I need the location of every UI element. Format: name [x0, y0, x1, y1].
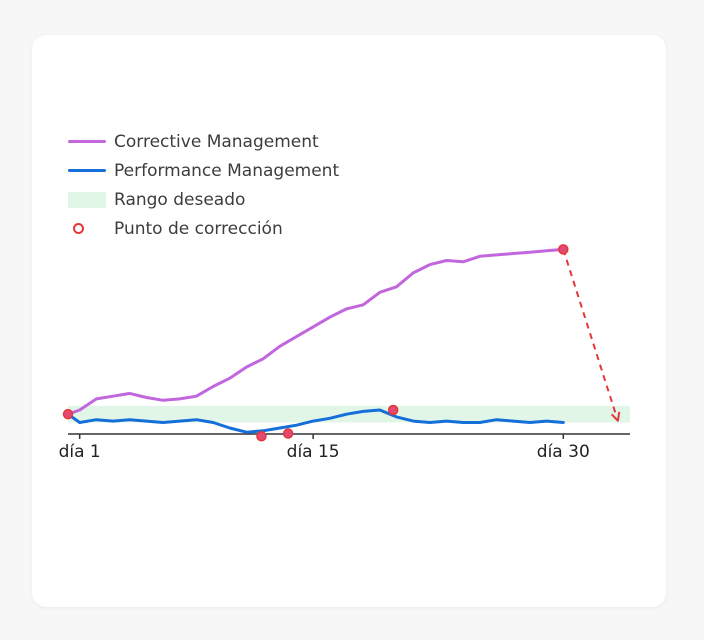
chart-legend: Corrective Management Performance Manage… [68, 127, 339, 243]
chart-card [32, 35, 666, 607]
legend-line-corrective [68, 140, 106, 143]
x-tick-label-1: día 1 [59, 442, 101, 462]
correction-point-3 [282, 428, 294, 439]
legend-item-corrective: Corrective Management [68, 127, 339, 156]
legend-label-correction: Punto de corrección [114, 218, 283, 239]
x-tick-label-15: día 15 [287, 442, 340, 462]
legend-swatch-performance [68, 163, 106, 179]
legend-line-performance [68, 169, 106, 172]
x-tick-label-30: día 30 [537, 442, 590, 462]
legend-item-range: Rango deseado [68, 185, 339, 214]
correction-point-4 [387, 404, 399, 416]
legend-item-performance: Performance Management [68, 156, 339, 185]
series-line-performance [66, 408, 565, 434]
correction-point-1 [62, 408, 74, 420]
correction-arrow [562, 249, 616, 417]
correction-point-2 [256, 431, 267, 442]
legend-swatch-correction [68, 221, 106, 237]
legend-dot-correction [72, 223, 84, 234]
series-line-corrective [66, 247, 565, 416]
legend-label-corrective: Corrective Management [114, 131, 319, 152]
legend-swatch-range [68, 191, 106, 208]
correction-point-5 [558, 244, 569, 255]
legend-item-correction: Punto de corrección [68, 214, 339, 243]
legend-label-range: Rango deseado [114, 189, 246, 210]
legend-band-range [68, 191, 106, 208]
legend-swatch-corrective [68, 134, 106, 150]
legend-label-performance: Performance Management [114, 160, 340, 181]
